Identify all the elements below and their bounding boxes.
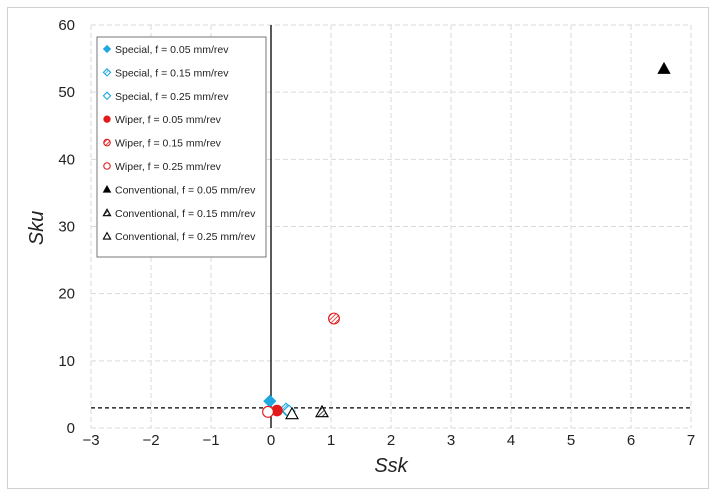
y-tick-label: 20 xyxy=(58,286,75,303)
x-tick-label: 1 xyxy=(327,432,335,449)
reference-lines xyxy=(91,25,691,428)
legend-entry-label: Wiper, f = 0.15 mm/rev xyxy=(115,138,222,150)
x-tick-label: 6 xyxy=(627,432,635,449)
legend-entry-label: Special, f = 0.15 mm/rev xyxy=(115,67,229,79)
x-tick-label: −1 xyxy=(202,432,219,449)
y-tick-label: 40 xyxy=(58,151,75,168)
legend-marker xyxy=(103,162,111,170)
x-tick-label: 5 xyxy=(567,432,575,449)
legend-entry-label: Wiper, f = 0.05 mm/rev xyxy=(115,114,222,126)
legend-marker xyxy=(102,184,112,193)
data-point xyxy=(328,312,340,325)
y-tick-label: 30 xyxy=(58,219,75,236)
legend-marker xyxy=(102,208,112,217)
x-tick-label: −2 xyxy=(142,432,159,449)
tick-labels: −3 −2 −1 0 1 2 3 4 5 6 7 0 10 20 30 40 50 60 xyxy=(58,17,695,449)
data-point xyxy=(262,405,274,418)
legend-box xyxy=(96,36,267,258)
legend-marker xyxy=(102,44,112,54)
legend-marker xyxy=(102,91,112,101)
legend-entry-label: Special, f = 0.25 mm/rev xyxy=(115,91,229,103)
y-tick-label: 10 xyxy=(58,353,75,370)
legend-entry-label: Conventional, f = 0.25 mm/rev xyxy=(115,231,256,243)
legend-marker xyxy=(103,138,111,147)
y-tick-label: 60 xyxy=(58,17,75,34)
legend: Special, f = 0.05 mm/rev Special, f = 0.1… xyxy=(96,36,267,258)
data-point xyxy=(315,404,329,418)
x-tick-label: −3 xyxy=(82,432,99,449)
y-tick-label: 0 xyxy=(67,420,75,437)
legend-entry-label: Conventional, f = 0.05 mm/rev xyxy=(115,184,256,196)
x-tick-label: 7 xyxy=(687,432,695,449)
data-points xyxy=(262,61,671,420)
data-point xyxy=(657,61,671,74)
legend-entry-label: Conventional, f = 0.15 mm/rev xyxy=(115,208,256,220)
data-point xyxy=(285,406,299,420)
legend-marker xyxy=(102,68,112,77)
x-tick-label: 3 xyxy=(447,432,455,449)
x-tick-label: 0 xyxy=(267,432,275,449)
legend-entry-label: Wiper, f = 0.25 mm/rev xyxy=(115,161,222,173)
x-tick-label: 2 xyxy=(387,432,395,449)
x-axis-title: Ssk xyxy=(374,455,408,477)
legend-marker xyxy=(103,115,111,123)
y-axis-title: Sku xyxy=(26,211,48,245)
y-tick-label: 50 xyxy=(58,84,75,101)
x-tick-label: 4 xyxy=(507,432,515,449)
data-point xyxy=(263,394,277,408)
legend-entry-label: Special, f = 0.05 mm/rev xyxy=(115,44,229,56)
legend-marker xyxy=(102,231,112,240)
